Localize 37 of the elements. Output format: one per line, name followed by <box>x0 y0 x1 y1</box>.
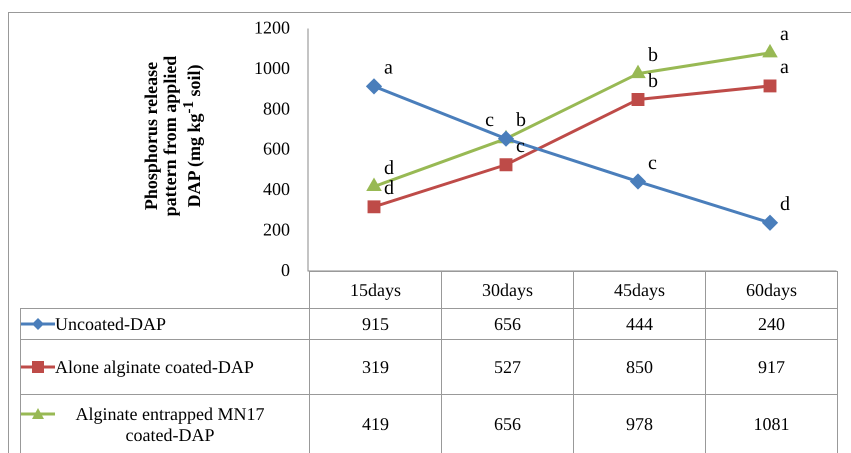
data-label: 419 <box>310 394 442 453</box>
annotation: a <box>384 56 393 79</box>
y-tick-label: 400 <box>263 179 290 200</box>
data-label: 240 <box>706 308 838 340</box>
y-tick-label: 1000 <box>254 58 290 78</box>
x-tick-label: 45days <box>574 272 706 309</box>
annotation: b <box>648 70 658 92</box>
x-tick-label: 60days <box>706 272 838 309</box>
data-label: 319 <box>310 340 442 395</box>
data-label: 1081 <box>706 394 838 453</box>
legend-label: Alone alginate coated-DAP <box>55 356 254 378</box>
data-label: 656 <box>442 394 574 453</box>
annotation: b <box>648 44 658 66</box>
x-tick-label: 30days <box>442 272 574 309</box>
data-label: 444 <box>574 308 706 340</box>
annotation: d <box>780 192 790 215</box>
x-tick-label: 15days <box>310 272 442 309</box>
data-label: 850 <box>574 340 706 395</box>
annotation: c <box>648 152 657 174</box>
annotation: d <box>384 156 394 179</box>
annotation: b <box>516 108 526 131</box>
legend-label: Alginate entrapped MN17 coated-DAP <box>74 404 266 446</box>
data-label: 915 <box>310 308 442 340</box>
y-tick-label: 200 <box>263 220 290 240</box>
data-label: 978 <box>574 394 706 453</box>
data-label: 527 <box>442 340 574 395</box>
legend-label: Uncoated-DAP <box>55 314 166 335</box>
annotation: a <box>780 56 789 78</box>
y-tick-label: 800 <box>263 98 290 118</box>
annotation: a <box>780 23 789 46</box>
y-tick-label: 1200 <box>254 18 290 38</box>
annotation: c <box>485 108 494 131</box>
data-label: 917 <box>706 340 838 395</box>
y-tick-label: 0 <box>281 260 290 280</box>
data-label: 656 <box>442 308 574 340</box>
annotation: d <box>384 177 394 200</box>
y-tick-label: 600 <box>263 138 290 159</box>
